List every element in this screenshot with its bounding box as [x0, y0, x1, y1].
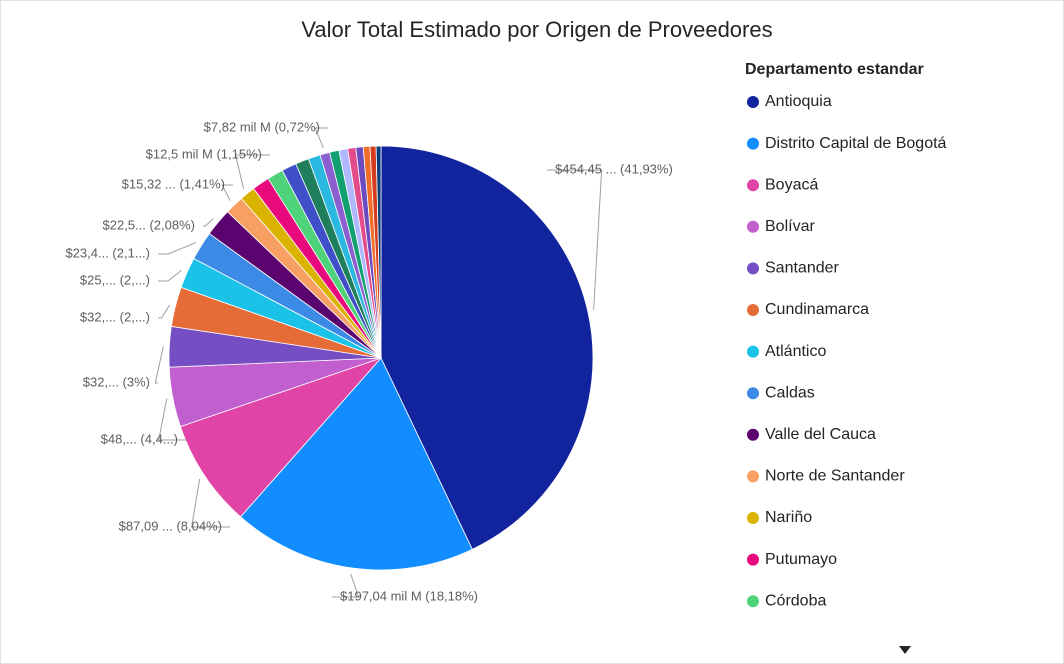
- data-label: $32,... (3%): [83, 374, 150, 389]
- legend-label: Putumayo: [765, 551, 837, 568]
- legend-label: Valle del Cauca: [765, 426, 876, 443]
- leader-line: [314, 127, 328, 148]
- leader-line: [547, 169, 603, 310]
- data-label: $25,... (2,...): [80, 272, 150, 287]
- data-label: $87,09 ... (8,04%): [119, 518, 222, 533]
- legend-label: Cundinamarca: [765, 301, 869, 318]
- legend-title: Departamento estandar: [745, 61, 924, 78]
- data-label: $32,... (2,...): [80, 309, 150, 324]
- legend-swatch: [747, 512, 759, 524]
- data-label: $15,32 ... (1,41%): [122, 176, 225, 191]
- leader-line: [158, 304, 170, 319]
- legend-swatch: [747, 595, 759, 608]
- leader-line: [203, 218, 214, 227]
- data-label: $12,5 mil M (1,15%): [146, 146, 262, 161]
- pie-slice: [239, 357, 473, 571]
- legend-swatch: [747, 470, 759, 483]
- leader-line: [332, 573, 360, 598]
- legend-swatch: [747, 262, 759, 275]
- legend-swatch: [747, 345, 759, 358]
- leader-line: [158, 242, 197, 255]
- pie-slice: [380, 145, 594, 550]
- legend-label: Santander: [765, 260, 840, 277]
- legend-label: Bolívar: [765, 218, 815, 235]
- data-label: $48,... (4,4...): [101, 431, 178, 446]
- data-label: $454,45 ... (41,93%): [555, 161, 673, 176]
- leader-line: [158, 398, 186, 441]
- legend-swatch: [747, 179, 759, 192]
- leader-line: [158, 269, 182, 282]
- legend-label: Distrito Capital de Bogotá: [765, 135, 947, 152]
- legend-swatch: [747, 137, 759, 150]
- leader-line: [221, 184, 233, 201]
- pie-slice: [179, 357, 383, 518]
- data-label: $22,5... (2,08%): [103, 217, 196, 232]
- legend-scroll-arrow[interactable]: [899, 646, 911, 654]
- legend-swatch: [747, 553, 759, 566]
- leader-line: [191, 478, 230, 528]
- pie-slice: [375, 145, 382, 359]
- legend-swatch: [747, 96, 759, 108]
- chart-title: Valor Total Estimado por Origen de Prove…: [301, 17, 772, 42]
- legend-swatch: [747, 387, 759, 400]
- legend-swatch: [747, 428, 759, 441]
- data-label: $197,04 mil M (18,18%): [340, 588, 478, 603]
- legend-swatch: [747, 304, 759, 316]
- data-label: $23,4... (2,1...): [65, 245, 150, 260]
- leader-line: [154, 346, 164, 384]
- data-label: $7,82 mil M (0,72%): [204, 119, 320, 134]
- legend-label: Córdoba: [765, 592, 826, 609]
- legend-swatch: [747, 220, 759, 233]
- legend-label: Antioquia: [765, 93, 832, 110]
- legend-label: Caldas: [765, 384, 815, 401]
- legend-label: Norte de Santander: [765, 468, 905, 485]
- legend-label: Boyacá: [765, 176, 818, 193]
- legend-label: Nariño: [765, 509, 812, 526]
- legend-label: Atlántico: [765, 343, 826, 360]
- leader-line: [234, 154, 270, 189]
